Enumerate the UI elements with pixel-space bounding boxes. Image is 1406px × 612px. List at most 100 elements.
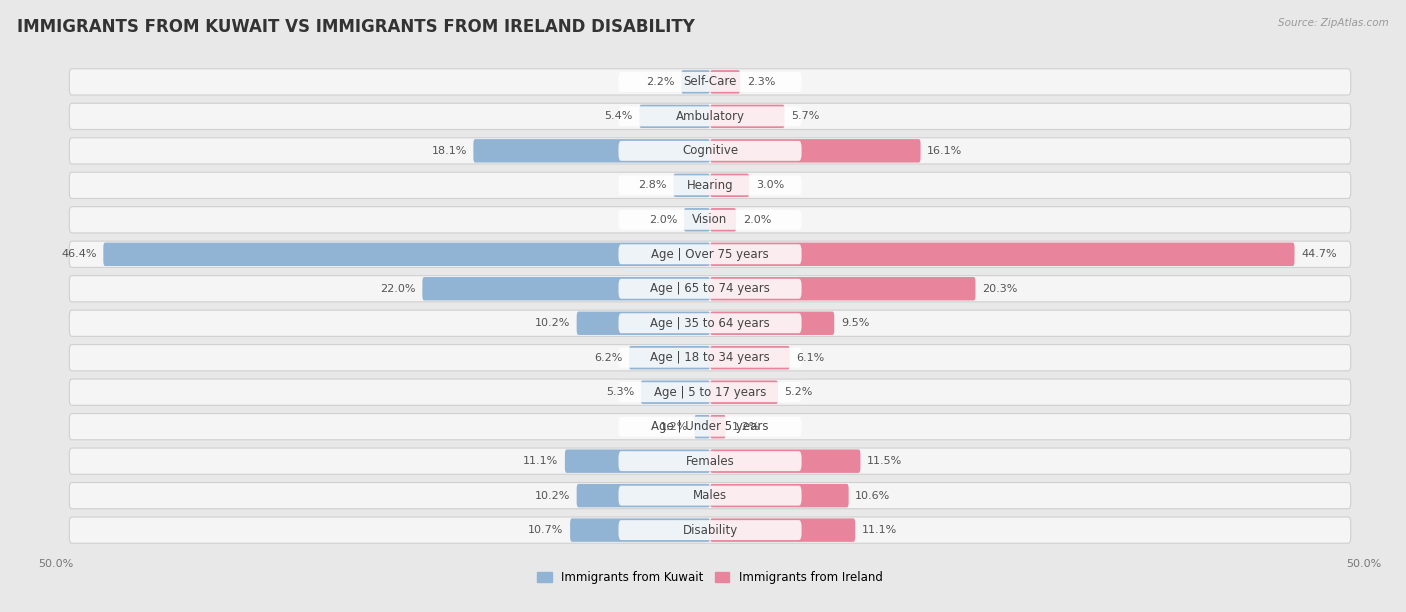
Text: 5.4%: 5.4%	[605, 111, 633, 121]
FancyBboxPatch shape	[710, 208, 737, 231]
Text: 10.6%: 10.6%	[855, 491, 890, 501]
Text: IMMIGRANTS FROM KUWAIT VS IMMIGRANTS FROM IRELAND DISABILITY: IMMIGRANTS FROM KUWAIT VS IMMIGRANTS FRO…	[17, 18, 695, 36]
Text: 5.7%: 5.7%	[792, 111, 820, 121]
FancyBboxPatch shape	[619, 244, 801, 264]
FancyBboxPatch shape	[103, 242, 710, 266]
FancyBboxPatch shape	[576, 484, 710, 507]
FancyBboxPatch shape	[619, 313, 801, 333]
FancyBboxPatch shape	[619, 520, 801, 540]
FancyBboxPatch shape	[710, 484, 849, 507]
Text: Age | 18 to 34 years: Age | 18 to 34 years	[650, 351, 770, 364]
Text: Age | Under 5 years: Age | Under 5 years	[651, 420, 769, 433]
Text: Source: ZipAtlas.com: Source: ZipAtlas.com	[1278, 18, 1389, 28]
Text: Females: Females	[686, 455, 734, 468]
FancyBboxPatch shape	[695, 415, 710, 438]
Text: Age | 5 to 17 years: Age | 5 to 17 years	[654, 386, 766, 398]
FancyBboxPatch shape	[576, 312, 710, 335]
FancyBboxPatch shape	[710, 242, 1295, 266]
FancyBboxPatch shape	[619, 106, 801, 126]
Text: 44.7%: 44.7%	[1301, 249, 1337, 259]
FancyBboxPatch shape	[710, 346, 790, 370]
Text: Self-Care: Self-Care	[683, 75, 737, 88]
FancyBboxPatch shape	[569, 518, 710, 542]
Text: Disability: Disability	[682, 524, 738, 537]
Text: 1.2%: 1.2%	[659, 422, 688, 431]
FancyBboxPatch shape	[69, 345, 1351, 371]
FancyBboxPatch shape	[710, 174, 749, 197]
FancyBboxPatch shape	[619, 279, 801, 299]
FancyBboxPatch shape	[710, 139, 921, 163]
Text: 2.2%: 2.2%	[647, 77, 675, 87]
FancyBboxPatch shape	[69, 138, 1351, 164]
Text: 3.0%: 3.0%	[756, 181, 785, 190]
FancyBboxPatch shape	[640, 105, 710, 128]
FancyBboxPatch shape	[710, 518, 855, 542]
FancyBboxPatch shape	[619, 210, 801, 230]
Text: Ambulatory: Ambulatory	[675, 110, 745, 123]
Text: 18.1%: 18.1%	[432, 146, 467, 156]
Text: Cognitive: Cognitive	[682, 144, 738, 157]
FancyBboxPatch shape	[69, 448, 1351, 474]
Text: 6.2%: 6.2%	[595, 353, 623, 363]
Text: 9.5%: 9.5%	[841, 318, 869, 328]
FancyBboxPatch shape	[710, 277, 976, 300]
FancyBboxPatch shape	[710, 105, 785, 128]
FancyBboxPatch shape	[619, 72, 801, 92]
FancyBboxPatch shape	[619, 486, 801, 506]
FancyBboxPatch shape	[710, 70, 740, 94]
FancyBboxPatch shape	[619, 176, 801, 195]
Text: 5.2%: 5.2%	[785, 387, 813, 397]
FancyBboxPatch shape	[619, 141, 801, 161]
Text: 6.1%: 6.1%	[796, 353, 824, 363]
Text: 1.2%: 1.2%	[733, 422, 761, 431]
FancyBboxPatch shape	[619, 417, 801, 436]
Text: Males: Males	[693, 489, 727, 502]
FancyBboxPatch shape	[474, 139, 710, 163]
Text: 2.0%: 2.0%	[742, 215, 770, 225]
FancyBboxPatch shape	[69, 172, 1351, 198]
Text: Hearing: Hearing	[686, 179, 734, 192]
Text: 11.1%: 11.1%	[523, 456, 558, 466]
Text: 2.3%: 2.3%	[747, 77, 775, 87]
Text: 2.0%: 2.0%	[650, 215, 678, 225]
Text: 2.8%: 2.8%	[638, 181, 666, 190]
FancyBboxPatch shape	[710, 381, 778, 404]
FancyBboxPatch shape	[710, 449, 860, 473]
FancyBboxPatch shape	[619, 348, 801, 368]
FancyBboxPatch shape	[422, 277, 710, 300]
FancyBboxPatch shape	[682, 70, 710, 94]
Text: Age | 35 to 64 years: Age | 35 to 64 years	[650, 317, 770, 330]
FancyBboxPatch shape	[628, 346, 710, 370]
FancyBboxPatch shape	[69, 241, 1351, 267]
FancyBboxPatch shape	[710, 312, 834, 335]
Text: 10.7%: 10.7%	[529, 525, 564, 535]
FancyBboxPatch shape	[69, 103, 1351, 130]
FancyBboxPatch shape	[683, 208, 710, 231]
FancyBboxPatch shape	[619, 382, 801, 402]
FancyBboxPatch shape	[69, 310, 1351, 337]
Text: 22.0%: 22.0%	[381, 284, 416, 294]
Text: 16.1%: 16.1%	[927, 146, 962, 156]
FancyBboxPatch shape	[673, 174, 710, 197]
FancyBboxPatch shape	[69, 379, 1351, 405]
FancyBboxPatch shape	[710, 415, 725, 438]
Legend: Immigrants from Kuwait, Immigrants from Ireland: Immigrants from Kuwait, Immigrants from …	[533, 567, 887, 589]
Text: Age | Over 75 years: Age | Over 75 years	[651, 248, 769, 261]
FancyBboxPatch shape	[69, 69, 1351, 95]
Text: 11.5%: 11.5%	[868, 456, 903, 466]
FancyBboxPatch shape	[69, 207, 1351, 233]
Text: 10.2%: 10.2%	[534, 491, 569, 501]
FancyBboxPatch shape	[69, 414, 1351, 440]
FancyBboxPatch shape	[69, 275, 1351, 302]
Text: Age | 65 to 74 years: Age | 65 to 74 years	[650, 282, 770, 295]
Text: 5.3%: 5.3%	[606, 387, 634, 397]
Text: 10.2%: 10.2%	[534, 318, 569, 328]
FancyBboxPatch shape	[641, 381, 710, 404]
FancyBboxPatch shape	[69, 482, 1351, 509]
FancyBboxPatch shape	[619, 451, 801, 471]
Text: 11.1%: 11.1%	[862, 525, 897, 535]
Text: Vision: Vision	[692, 214, 728, 226]
FancyBboxPatch shape	[69, 517, 1351, 543]
Text: 46.4%: 46.4%	[62, 249, 97, 259]
Text: 20.3%: 20.3%	[981, 284, 1018, 294]
